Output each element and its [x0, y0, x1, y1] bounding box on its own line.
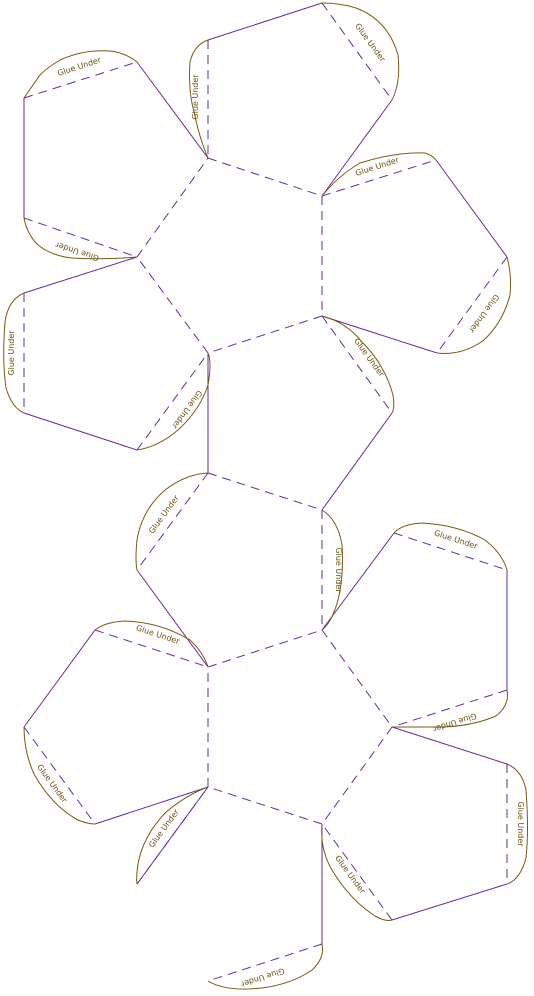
cut-edge: [94, 786, 209, 825]
cut-edge: [207, 2, 323, 41]
fold-edge: [136, 157, 209, 258]
fold-edge: [321, 823, 393, 921]
fold-edge: [321, 629, 393, 728]
glue-tab-label: Glue Under: [333, 854, 367, 896]
glue-tab: [321, 315, 395, 414]
fold-edge: [321, 159, 437, 197]
cut-edge: [23, 256, 138, 294]
fold-edge: [321, 726, 393, 825]
glue-tab: [189, 39, 209, 159]
glue-tab-label: Glue Under: [191, 74, 200, 120]
glue-tab: [94, 620, 209, 668]
fold-edge: [23, 726, 96, 825]
glue-tab: [321, 2, 400, 101]
glue-tab-label: Glue Under: [352, 337, 386, 379]
fold-edge: [23, 61, 138, 99]
glue-tab: [207, 943, 323, 990]
cut-edge: [435, 159, 508, 258]
fold-edge: [207, 315, 323, 354]
glue-tab: [136, 352, 211, 451]
fold-edge: [207, 943, 323, 982]
glue-tab-label: Glue Under: [170, 389, 204, 431]
cut-edge: [321, 412, 393, 511]
cut-edge: [321, 99, 393, 197]
glue-tab: [23, 50, 138, 99]
cut-edge: [136, 569, 209, 668]
glue-tab: [321, 823, 393, 921]
glue-tab-label: Glue Under: [239, 966, 285, 989]
glue-tabs: Glue Under Glue Under Glue Under Glue Un…: [3, 2, 528, 990]
cut-edge: [321, 315, 438, 354]
glue-tab: [393, 522, 508, 571]
fold-edge: [207, 786, 323, 825]
glue-tab: [23, 726, 96, 825]
cut-edge: [136, 61, 209, 159]
glue-tab: [3, 292, 25, 414]
fold-edge: [23, 217, 138, 258]
glue-tab-label: Glue Under: [7, 330, 16, 376]
fold-lines: [23, 2, 508, 982]
cut-edge: [23, 629, 96, 728]
cut-edge: [321, 532, 395, 631]
glue-tab: [436, 256, 512, 354]
glue-tab-label: Glue Under: [147, 493, 181, 535]
glue-tab: [321, 509, 343, 631]
glue-tab: [135, 472, 209, 571]
fold-edge: [207, 629, 323, 668]
glue-tab-label: Glue Under: [467, 293, 501, 335]
cut-lines: [23, 2, 508, 944]
cut-edge: [391, 726, 508, 765]
glue-tab-label: Glue Under: [353, 22, 387, 64]
fold-edge: [136, 256, 209, 354]
glue-tab: [506, 763, 528, 885]
fold-edge: [136, 352, 209, 451]
fold-edge: [136, 472, 209, 571]
glue-tab-label: Glue Under: [431, 711, 477, 734]
glue-tab-label: Glue Under: [334, 547, 343, 593]
fold-edge: [436, 256, 508, 354]
fold-edge: [321, 2, 393, 101]
glue-tab-label: Glue Under: [54, 240, 100, 263]
fold-edge: [207, 157, 323, 197]
fold-edge: [94, 629, 209, 668]
glue-tab: [23, 217, 138, 260]
glue-tab-label: Glue Under: [516, 801, 525, 847]
glue-tab: [136, 786, 209, 885]
fold-edge: [321, 315, 393, 414]
cut-edge: [23, 412, 138, 451]
fold-edge: [136, 786, 209, 885]
fold-edge: [391, 689, 508, 728]
fold-edge: [207, 472, 323, 511]
glue-tab-label: Glue Under: [135, 623, 181, 646]
glue-tab: [321, 152, 437, 197]
fold-edge: [393, 532, 508, 571]
cut-edge: [391, 883, 508, 921]
glue-tab: [392, 689, 508, 728]
